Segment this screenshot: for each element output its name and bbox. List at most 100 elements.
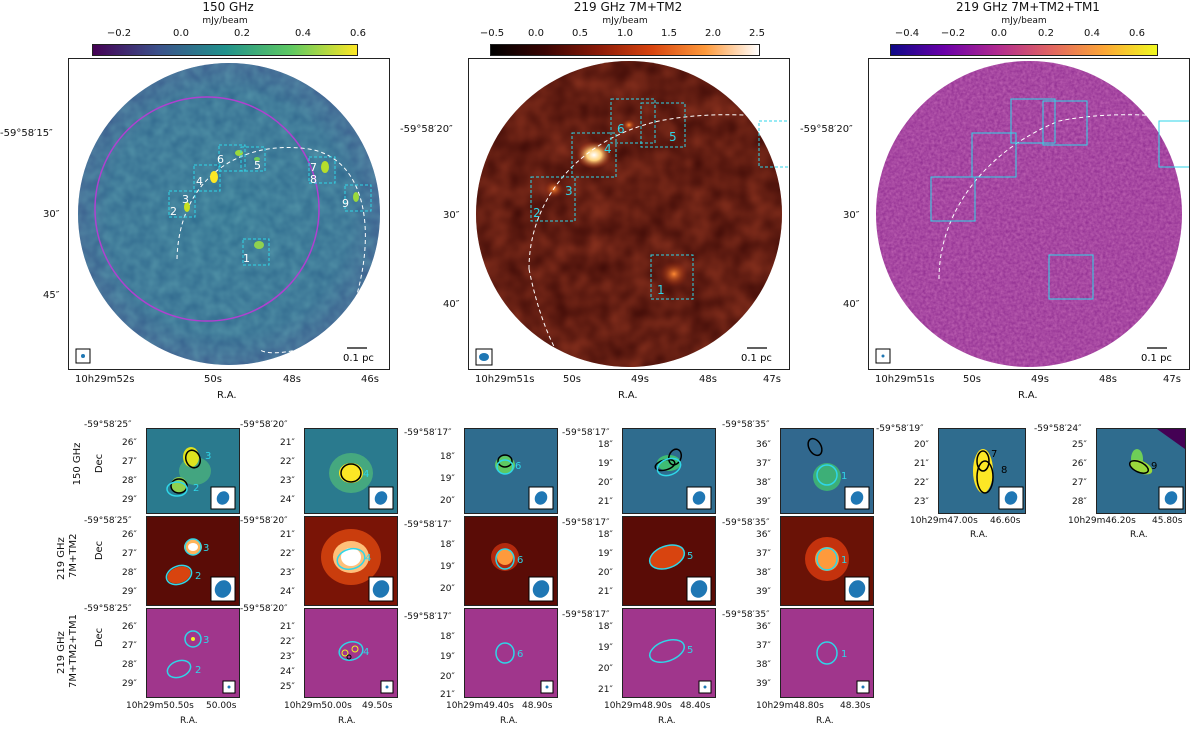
dec-tick: 19″ bbox=[598, 549, 613, 559]
svg-text:2: 2 bbox=[193, 483, 199, 494]
ra-tick: 48.40s bbox=[680, 701, 711, 711]
colorbar-unit: mJy/beam bbox=[1001, 16, 1047, 26]
ra-axis-label: R.A. bbox=[816, 716, 834, 726]
sky-map: 0.1 pc bbox=[875, 61, 1189, 367]
dec-tick: 27″ bbox=[122, 641, 137, 651]
dec-tick: 29″ bbox=[122, 495, 137, 505]
cutout-150: 4 bbox=[304, 428, 398, 514]
dec-tick: 20″ bbox=[598, 568, 613, 578]
dec-tick: 24″ bbox=[280, 587, 295, 597]
colorbar-tick: −0.5 bbox=[479, 28, 505, 39]
colorbar-unit: mJy/beam bbox=[602, 16, 648, 26]
box-label: 4 bbox=[604, 142, 612, 156]
colorbar-tick: 0.0 bbox=[528, 28, 544, 39]
ra-tick: 46s bbox=[361, 374, 379, 385]
cutout-219a: 5 bbox=[622, 516, 716, 606]
row-label-219-b: 219 GHz 7M+TM2+TM1 bbox=[34, 608, 104, 690]
dec-tick: 40″ bbox=[443, 299, 460, 310]
dec-tick: 37″ bbox=[756, 641, 771, 651]
ra-tick: 50s bbox=[963, 374, 981, 385]
svg-text:1: 1 bbox=[841, 555, 847, 566]
dec-tick: 38″ bbox=[756, 478, 771, 488]
dec-tick: 19″ bbox=[440, 474, 455, 484]
colorbar-tick: 0.0 bbox=[173, 28, 189, 39]
ra-tick: 48.90s bbox=[522, 701, 553, 711]
cutout-219b: 3 2 bbox=[146, 608, 240, 698]
cutout-150: 9 bbox=[1096, 428, 1186, 514]
image-frame: 0.1 pc bbox=[868, 58, 1190, 370]
dec-tick: 19″ bbox=[598, 459, 613, 469]
svg-text:3: 3 bbox=[205, 451, 211, 462]
x-axis-label: R.A. bbox=[217, 390, 237, 401]
dec-tick: 21″ bbox=[598, 685, 613, 695]
ra-tick: 10h29m51s bbox=[875, 374, 935, 385]
dec-first-tick: -59°58′17″ bbox=[562, 518, 610, 528]
colorbar bbox=[490, 44, 760, 56]
dec-tick: 22″ bbox=[914, 478, 929, 488]
cutout-219b: 1 bbox=[780, 608, 874, 698]
ra-tick: 48.30s bbox=[840, 701, 871, 711]
ra-tick: 47s bbox=[1163, 374, 1181, 385]
dec-tick: 39″ bbox=[756, 679, 771, 689]
dec-tick: 21″ bbox=[598, 497, 613, 507]
dec-tick: 23″ bbox=[280, 476, 295, 486]
x-axis-label: R.A. bbox=[1018, 390, 1038, 401]
svg-text:4: 4 bbox=[363, 469, 369, 480]
scalebar-label: 0.1 pc bbox=[343, 353, 374, 364]
dec-tick: 20″ bbox=[440, 672, 455, 682]
dec-tick: 45″ bbox=[43, 290, 60, 301]
dec-tick: 29″ bbox=[122, 587, 137, 597]
colorbar-tick: 0.4 bbox=[295, 28, 311, 39]
dec-tick: 20″ bbox=[440, 496, 455, 506]
ra-axis-label: R.A. bbox=[338, 716, 356, 726]
dec-first-tick: -59°58′20″ bbox=[240, 516, 288, 526]
dec-tick: 18″ bbox=[440, 632, 455, 642]
dec-tick: 37″ bbox=[756, 549, 771, 559]
dec-tick: 27″ bbox=[122, 549, 137, 559]
dec-tick: 20″ bbox=[598, 664, 613, 674]
ra-tick: 49.50s bbox=[362, 701, 393, 711]
dec-tick: 28″ bbox=[122, 476, 137, 486]
dec-tick: 36″ bbox=[756, 622, 771, 632]
cutout-150 bbox=[622, 428, 716, 514]
svg-text:3: 3 bbox=[203, 635, 209, 646]
ra-tick: 47s bbox=[763, 374, 781, 385]
colorbar-tick: 2.5 bbox=[749, 28, 765, 39]
dec-tick: 18″ bbox=[598, 530, 613, 540]
sky-map: 1 2 3 4 5 6 7 8 9 0.1 pc bbox=[75, 63, 380, 365]
dec-tick: 19″ bbox=[598, 643, 613, 653]
dec-tick: 28″ bbox=[122, 568, 137, 578]
ra-tick: 10h29m47.00s bbox=[910, 516, 978, 526]
dec-first-tick: -59°58′25″ bbox=[84, 604, 132, 614]
image-frame: 1 2 3 4 5 6 7 8 9 0.1 pc bbox=[68, 58, 390, 370]
svg-text:6: 6 bbox=[517, 649, 523, 660]
dec-first-tick: -59°58′17″ bbox=[404, 612, 452, 622]
colorbar-tick: 0.4 bbox=[1084, 28, 1100, 39]
dec-tick: 24″ bbox=[280, 667, 295, 677]
dec-tick: -59°58′15″ bbox=[0, 128, 53, 139]
dec-tick: 37″ bbox=[756, 459, 771, 469]
ra-axis-label: R.A. bbox=[1130, 530, 1148, 540]
colorbar bbox=[92, 44, 358, 56]
dec-tick: 21″ bbox=[598, 587, 613, 597]
dec-tick: -59°58′20″ bbox=[400, 124, 453, 135]
dec-axis-label: Dec bbox=[94, 627, 106, 648]
dec-first-tick: -59°58′17″ bbox=[404, 428, 452, 438]
scalebar-label: 0.1 pc bbox=[741, 353, 772, 364]
colorbar-tick: −0.2 bbox=[106, 28, 132, 39]
colorbar-tick: 1.5 bbox=[661, 28, 677, 39]
colorbar-tick: 0.6 bbox=[1129, 28, 1145, 39]
cutout-150: 7 8 bbox=[938, 428, 1026, 514]
ra-tick: 10h29m50.00s bbox=[284, 701, 352, 711]
colorbar-unit: mJy/beam bbox=[202, 16, 248, 26]
row-label-line: 7M+TM2 bbox=[68, 534, 79, 578]
dec-tick: 26″ bbox=[122, 530, 137, 540]
ra-tick: 46.60s bbox=[990, 516, 1021, 526]
dec-tick: 25″ bbox=[280, 682, 295, 692]
colorbar-tick: 0.5 bbox=[572, 28, 588, 39]
panel-title: 219 GHz 7M+TM2 bbox=[573, 0, 683, 14]
svg-text:5: 5 bbox=[687, 551, 693, 562]
sky-map: 1 2 3 4 5 6 0.1 pc bbox=[475, 61, 789, 367]
dec-tick: 19″ bbox=[440, 652, 455, 662]
dec-tick: 22″ bbox=[280, 637, 295, 647]
